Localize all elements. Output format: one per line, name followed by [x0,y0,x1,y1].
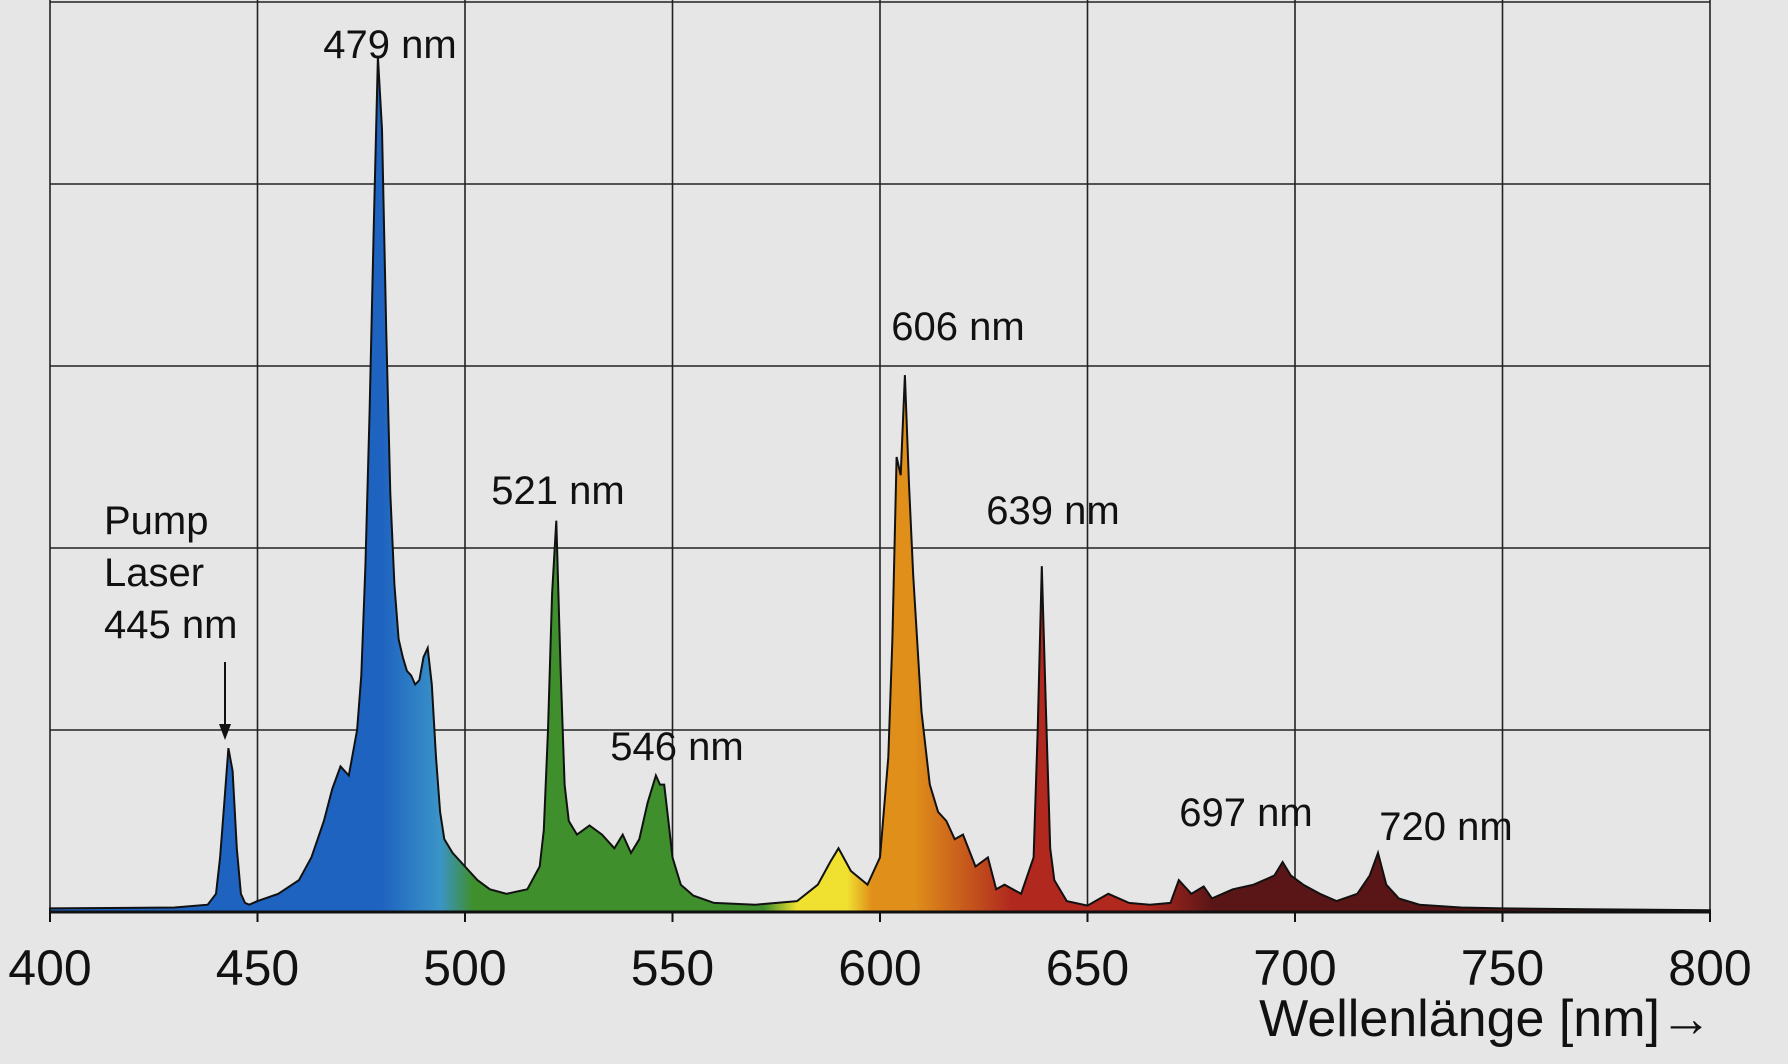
peak-label: 479 nm [323,23,456,67]
grid-lines [49,0,1711,912]
peak-label: 546 nm [610,725,743,769]
peak-label: 720 nm [1379,805,1512,849]
x-axis-label: Wellenlänge [nm]→ [1259,990,1712,1048]
peak-label: 639 nm [986,489,1119,533]
peak-label: 521 nm [491,469,624,513]
peak-label: 445 nm [104,603,237,647]
pump-laser-arrowhead [219,724,231,740]
x-tick-label: 550 [631,940,714,996]
x-tick-label: 700 [1253,940,1336,996]
peak-label: 606 nm [891,305,1024,349]
spectrum-area [49,56,1711,913]
x-tick-label: 450 [216,940,299,996]
x-axis-ticks: 400 450 500 550 600 650 700 750 800 [8,912,1752,996]
peak-label: 697 nm [1179,791,1312,835]
peak-label: Pump [104,499,209,543]
x-tick-label: 750 [1461,940,1544,996]
x-tick-label: 800 [1668,940,1751,996]
x-tick-label: 500 [423,940,506,996]
peak-annotations: Pump Laser 445 nm 479 nm 521 nm 546 nm 606 nm 6… [104,23,1513,849]
x-tick-label: 600 [838,940,921,996]
peak-label: Laser [104,551,204,595]
x-tick-label: 650 [1046,940,1129,996]
x-tick-label: 400 [8,940,91,996]
